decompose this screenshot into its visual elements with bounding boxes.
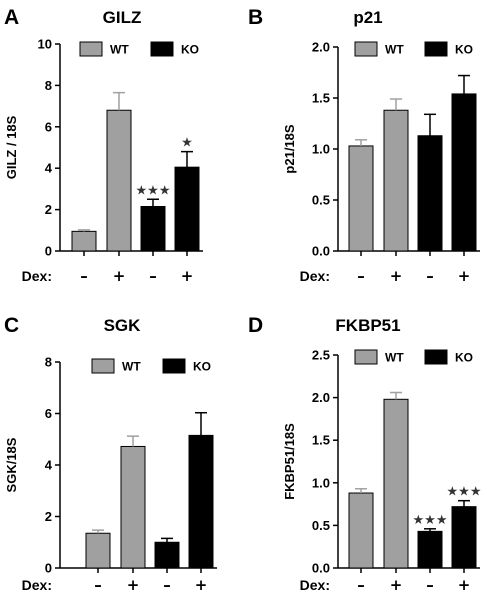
panel-letter: D <box>248 314 263 337</box>
bar <box>417 135 443 252</box>
x-axis-title: Dex: <box>22 577 52 593</box>
chart-title: GILZ <box>103 8 142 27</box>
bar <box>174 166 200 252</box>
legend-label-ko: KO <box>193 360 211 374</box>
y-tick-label: 2 <box>45 202 52 217</box>
panel-d: D FKBP51 0.0 0.5 1.0 1.5 2.0 2.5 FKBP51/18S – + ★★★… <box>248 314 481 594</box>
y-tick-label: 6 <box>45 406 52 421</box>
panel-letter: A <box>4 6 19 29</box>
bar <box>451 506 477 569</box>
bar <box>417 530 443 569</box>
bar <box>188 434 214 569</box>
panel-a: A GILZ 0 2 4 6 8 10 GILZ / 18S – + ★★★ – ★ + Dex: WT KO <box>4 6 203 285</box>
bar <box>154 541 180 569</box>
legend-label-ko: KO <box>455 43 473 57</box>
legend-swatch-wt <box>354 349 378 365</box>
y-tick-label: 4 <box>45 458 53 473</box>
legend-swatch-ko <box>424 349 448 365</box>
x-axis-title: Dex: <box>300 577 330 593</box>
legend-swatch-wt <box>79 41 103 57</box>
y-tick-label: 1.0 <box>312 475 330 490</box>
y-tick-label: 8 <box>45 355 52 370</box>
y-tick-label: 6 <box>45 119 52 134</box>
y-tick-label: 0.0 <box>312 244 330 259</box>
bar <box>71 230 97 252</box>
bar <box>383 109 409 252</box>
chart-title: p21 <box>353 8 382 27</box>
x-axis-title: Dex: <box>22 268 52 284</box>
legend-label-wt: WT <box>385 43 404 57</box>
bar <box>140 205 166 252</box>
bar <box>451 93 477 252</box>
y-tick-label: 8 <box>45 78 52 93</box>
x-tick-label: – <box>357 267 365 285</box>
x-tick-label: – <box>94 576 102 594</box>
y-tick-label: 1.0 <box>312 142 330 157</box>
legend-swatch-ko <box>424 41 448 57</box>
x-tick-label: + <box>127 576 140 594</box>
x-axis-title: Dex: <box>300 268 330 284</box>
x-tick-label: + <box>390 267 403 285</box>
chart-title: SGK <box>104 316 142 335</box>
chart-title: FKBP51 <box>335 316 400 335</box>
y-tick-label: 0 <box>45 561 52 576</box>
legend-label-ko: KO <box>455 351 473 365</box>
significance-stars: ★★★ <box>447 485 482 500</box>
y-tick-label: 4 <box>45 161 53 176</box>
legend-label-ko: KO <box>181 43 199 57</box>
x-tick-label: + <box>113 267 126 285</box>
x-tick-label: – <box>426 267 434 285</box>
legend-swatch-wt <box>91 358 115 374</box>
bar <box>348 492 374 569</box>
x-tick-label: + <box>458 267 471 285</box>
y-axis-label: FKBP51/18S <box>282 423 297 500</box>
significance-stars: ★★★ <box>136 183 171 198</box>
legend-label-wt: WT <box>385 351 404 365</box>
x-tick-label: – <box>426 576 434 594</box>
y-tick-label: 1.5 <box>312 91 330 106</box>
legend-label-wt: WT <box>122 360 141 374</box>
y-tick-label: 2.0 <box>312 390 330 405</box>
bar <box>348 145 374 252</box>
y-axis-label: p21/18S <box>282 124 297 173</box>
y-tick-label: 2.5 <box>312 348 330 363</box>
legend-swatch-ko <box>162 358 186 374</box>
y-tick-label: 10 <box>38 37 52 52</box>
bar <box>120 445 146 569</box>
x-tick-label: + <box>195 576 208 594</box>
x-tick-label: – <box>163 576 171 594</box>
bar <box>85 532 111 569</box>
y-tick-label: 2 <box>45 509 52 524</box>
y-axis-label: SGK/18S <box>4 437 19 492</box>
panel-c: C SGK 0 2 4 6 8 SGK/18S – + – + Dex: WT KO <box>4 314 217 594</box>
bar <box>383 398 409 569</box>
x-tick-label: + <box>181 267 194 285</box>
legend-swatch-ko <box>150 41 174 57</box>
y-tick-label: 0.5 <box>312 193 330 208</box>
legend-swatch-wt <box>354 41 378 57</box>
y-axis-label: GILZ / 18S <box>4 115 19 179</box>
y-tick-label: 1.5 <box>312 433 330 448</box>
y-tick-label: 0.0 <box>312 561 330 576</box>
x-tick-label: – <box>149 267 157 285</box>
significance-stars: ★★★ <box>413 513 448 528</box>
x-tick-label: – <box>357 576 365 594</box>
significance-stars: ★ <box>181 136 193 151</box>
bar <box>106 109 132 252</box>
panel-letter: B <box>248 6 263 29</box>
x-tick-label: + <box>390 576 403 594</box>
x-tick-label: – <box>80 267 88 285</box>
y-tick-label: 0.5 <box>312 518 330 533</box>
legend-label-wt: WT <box>110 43 129 57</box>
x-tick-label: + <box>458 576 471 594</box>
y-tick-label: 0 <box>45 244 52 259</box>
panel-letter: C <box>4 314 19 337</box>
y-tick-label: 2.0 <box>312 40 330 55</box>
